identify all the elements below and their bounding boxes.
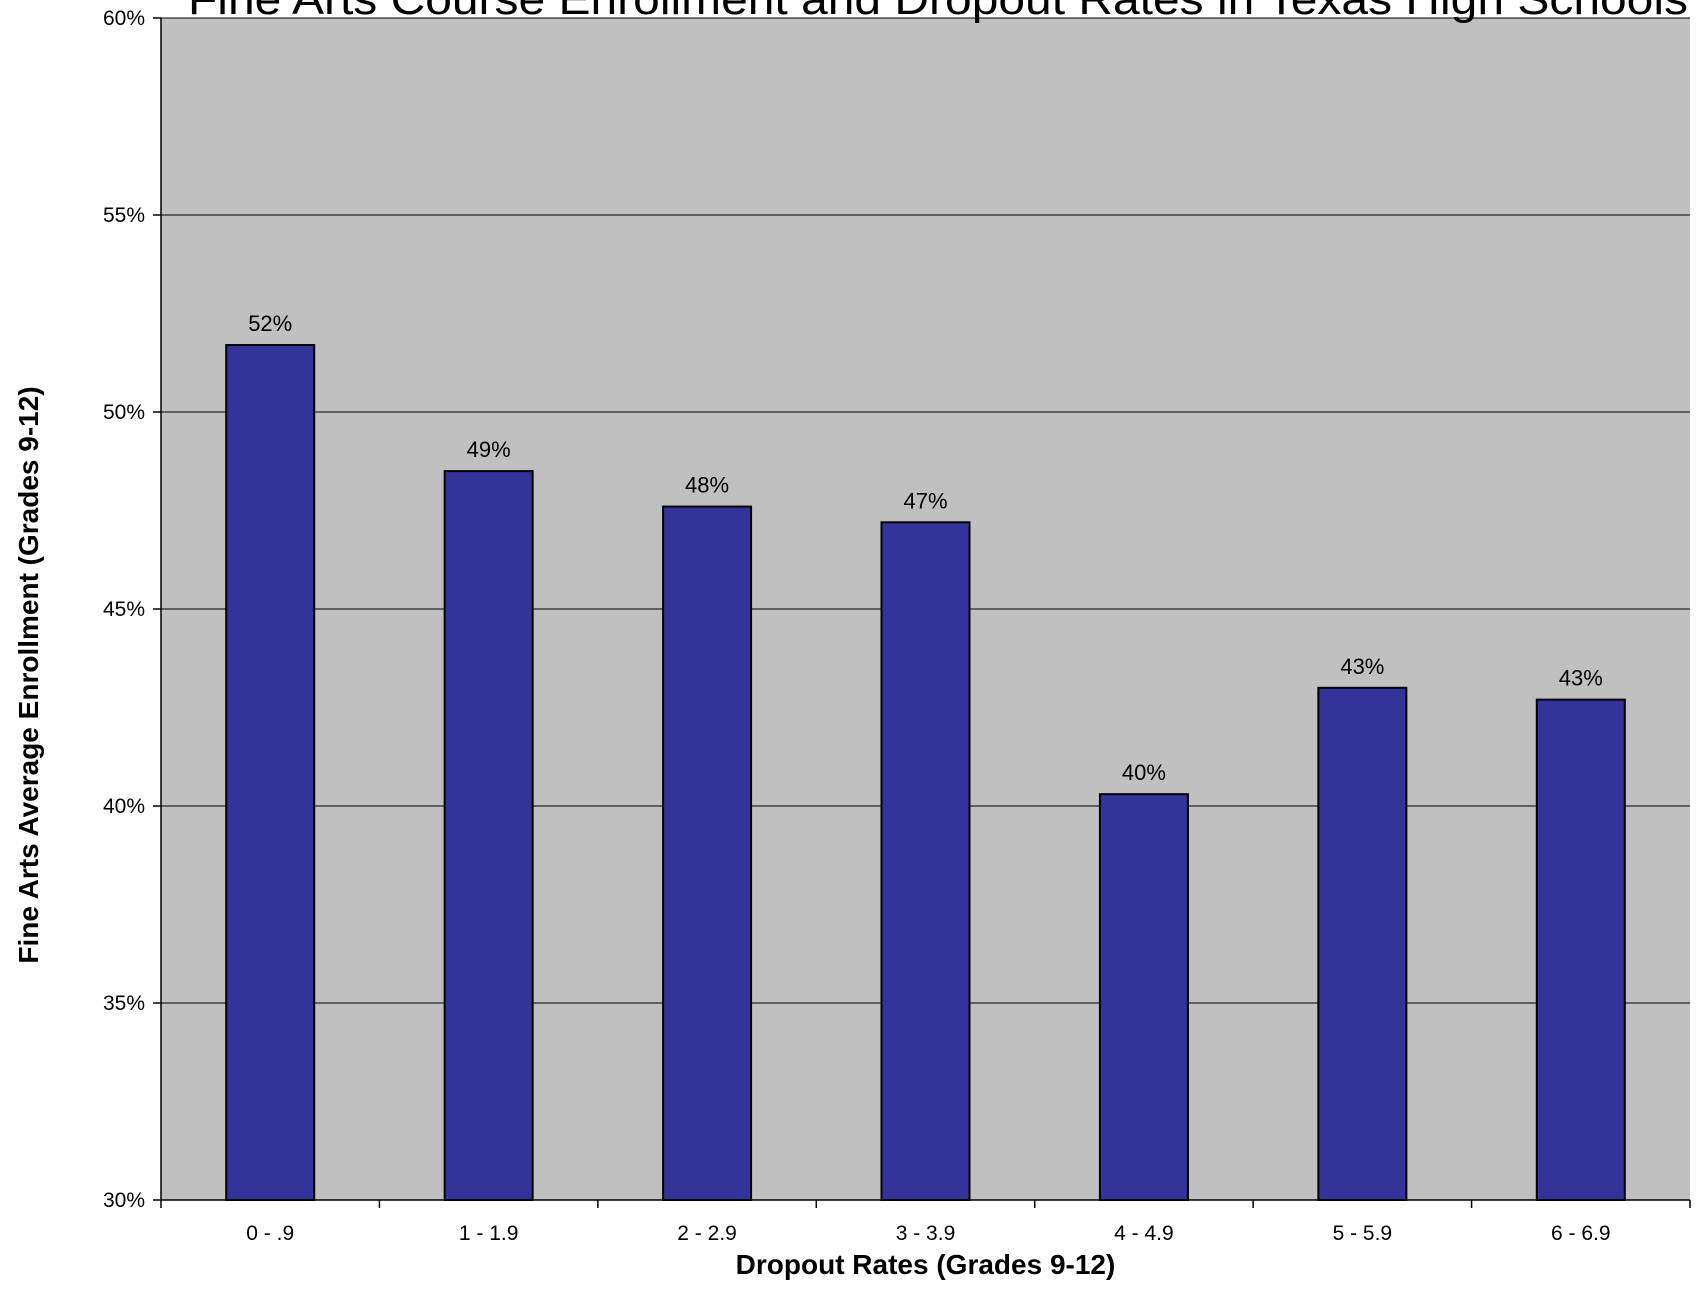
bar	[443, 470, 534, 1202]
y-tick-label: 45%	[103, 598, 145, 621]
x-tick-label: 6 - 6.9	[1551, 1222, 1611, 1245]
data-label: 49%	[467, 437, 511, 462]
bar	[1535, 698, 1626, 1201]
bar	[225, 344, 316, 1201]
data-label: 43%	[1340, 654, 1384, 679]
y-tick-label: 40%	[103, 795, 145, 818]
data-label: 47%	[903, 488, 947, 513]
y-tick-label: 60%	[103, 7, 145, 30]
x-axis-title: Dropout Rates (Grades 9-12)	[736, 1249, 1116, 1280]
y-tick-label: 30%	[103, 1189, 145, 1212]
x-tick-label: 5 - 5.9	[1333, 1222, 1393, 1245]
axes	[153, 17, 1691, 1208]
bar	[662, 505, 753, 1201]
y-tick-label: 35%	[103, 992, 145, 1015]
bar	[1098, 793, 1189, 1201]
data-label: 43%	[1559, 666, 1603, 691]
data-labels: 52% 49% 48% 47% 40% 43% 43%	[248, 311, 1603, 785]
x-tick-label: 2 - 2.9	[677, 1222, 737, 1245]
bar	[1317, 686, 1408, 1201]
chart-title: Fine Arts Course Enrollment and Dropout …	[188, 0, 1688, 24]
y-axis-title: Fine Arts Average Enrollment (Grades 9-1…	[13, 386, 44, 963]
data-label: 48%	[685, 473, 729, 498]
x-tick-label: 1 - 1.9	[459, 1222, 519, 1245]
x-tick-label: 3 - 3.9	[896, 1222, 956, 1245]
bars	[225, 344, 1626, 1202]
y-tick-label: 50%	[103, 401, 145, 424]
data-label: 52%	[248, 311, 292, 336]
y-axis-tick-labels: 30% 35% 40% 45% 50% 55% 60%	[103, 7, 145, 1212]
x-tick-label: 0 - .9	[246, 1222, 294, 1245]
bar	[880, 521, 971, 1201]
data-label: 40%	[1122, 760, 1166, 785]
x-axis-tick-labels: 0 - .9 1 - 1.9 2 - 2.9 3 - 3.9 4 - 4.9 5 - 5.…	[246, 1222, 1610, 1245]
y-tick-label: 55%	[103, 204, 145, 227]
x-tick-label: 4 - 4.9	[1114, 1222, 1174, 1245]
